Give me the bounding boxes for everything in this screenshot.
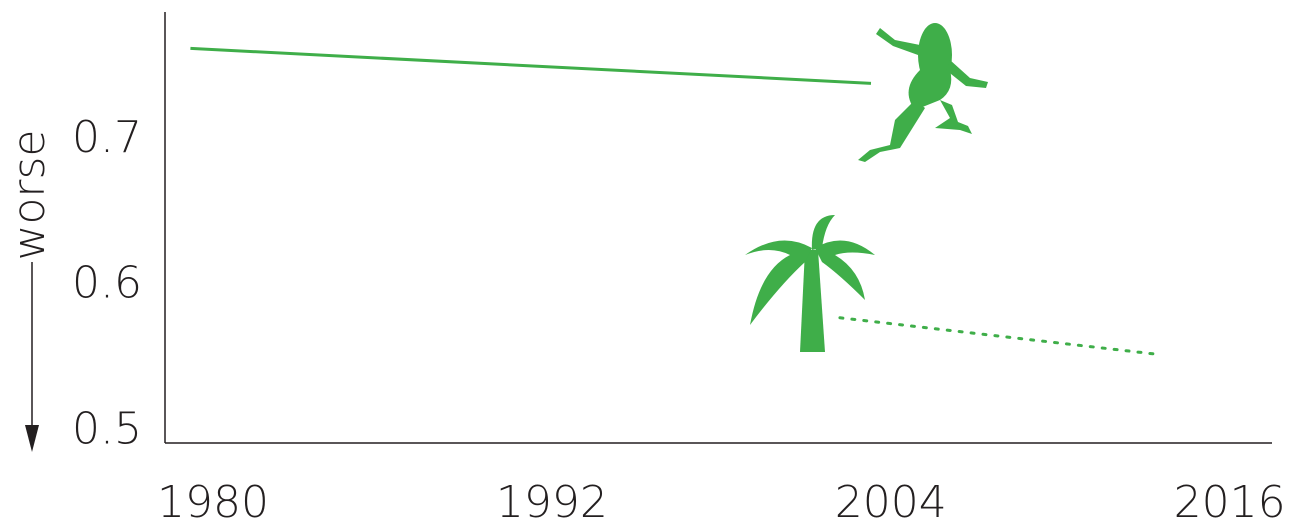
- frog-icon: [858, 23, 988, 162]
- x-tick-label: 2004: [835, 477, 947, 528]
- x-tick-label: 2016: [1174, 477, 1286, 528]
- y-axis-label: worse: [4, 130, 55, 261]
- arrow-head: [25, 425, 39, 452]
- palm-icon: [745, 215, 875, 352]
- line: [190, 46, 872, 85]
- y-tick-label: 0.6: [72, 258, 142, 309]
- y-tick-label: 0.7: [72, 112, 142, 163]
- x-tick-label: 1992: [496, 477, 608, 528]
- x-tick-label: 1980: [157, 477, 269, 528]
- line: [838, 316, 1158, 356]
- y-tick-label: 0.5: [72, 403, 142, 454]
